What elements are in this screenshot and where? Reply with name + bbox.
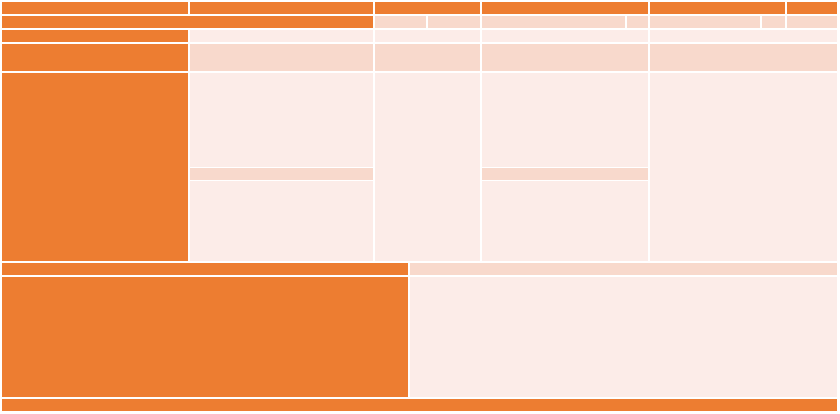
sub-header-cell-5[interactable] xyxy=(650,16,760,28)
data-cell-r4-c4[interactable] xyxy=(482,44,648,71)
data-cell-r5-c2-band[interactable] xyxy=(190,168,373,180)
data-cell-r5-c4-band[interactable] xyxy=(482,168,648,180)
header-cell-1[interactable] xyxy=(2,2,188,14)
row-label-cell-3[interactable] xyxy=(2,73,188,261)
row-label-cell-2[interactable] xyxy=(2,44,188,71)
data-cell-r5-c3[interactable] xyxy=(375,73,480,261)
data-cell-r4-c3[interactable] xyxy=(375,44,480,71)
data-cell-r3-c5[interactable] xyxy=(650,30,837,42)
sub-header-cell-7[interactable] xyxy=(787,16,837,28)
section-label-block[interactable] xyxy=(2,277,408,397)
section-value-cell[interactable] xyxy=(410,263,837,275)
data-cell-r5-c2-top[interactable] xyxy=(190,73,373,167)
data-cell-r5-c4-bottom[interactable] xyxy=(482,181,648,261)
sub-header-cell-2[interactable] xyxy=(428,16,480,28)
footer-bar xyxy=(2,399,837,411)
data-cell-r3-c3[interactable] xyxy=(375,30,480,42)
sub-header-cell-3[interactable] xyxy=(482,16,625,28)
merged-header-cell[interactable] xyxy=(2,16,373,28)
data-cell-r4-c5[interactable] xyxy=(650,44,837,71)
sub-header-cell-4[interactable] xyxy=(627,16,648,28)
sub-header-cell-6[interactable] xyxy=(762,16,785,28)
header-cell-4[interactable] xyxy=(482,2,648,14)
header-cell-2[interactable] xyxy=(190,2,373,14)
data-cell-r3-c4[interactable] xyxy=(482,30,648,42)
row-label-cell-1[interactable] xyxy=(2,30,188,42)
header-cell-5[interactable] xyxy=(650,2,785,14)
data-cell-r3-c2[interactable] xyxy=(190,30,373,42)
section-header-cell[interactable] xyxy=(2,263,408,275)
header-cell-6[interactable] xyxy=(787,2,837,14)
data-cell-r5-c2-bottom[interactable] xyxy=(190,181,373,261)
data-cell-r5-c4-top[interactable] xyxy=(482,73,648,167)
header-cell-3[interactable] xyxy=(375,2,480,14)
section-content-block[interactable] xyxy=(410,277,837,397)
data-cell-r5-c5[interactable] xyxy=(650,73,837,261)
sub-header-cell-1[interactable] xyxy=(375,16,426,28)
data-cell-r4-c2[interactable] xyxy=(190,44,373,71)
